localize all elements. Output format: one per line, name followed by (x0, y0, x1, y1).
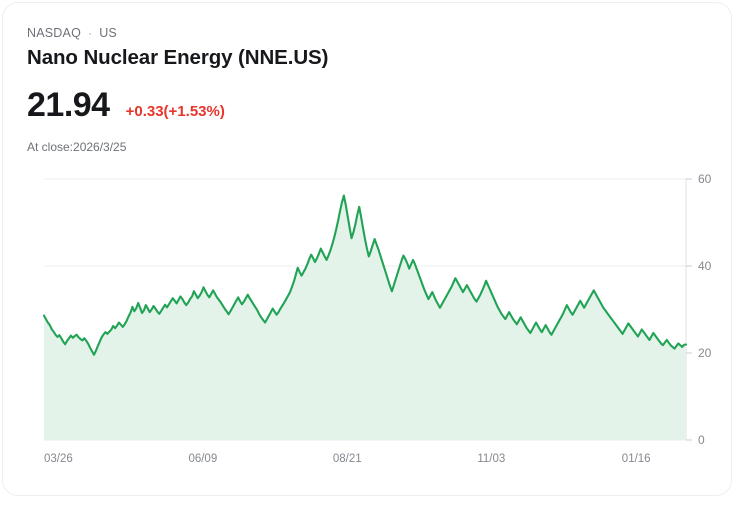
page-title: Nano Nuclear Energy (NNE.US) (27, 46, 329, 69)
y-axis-ticks (686, 178, 692, 441)
x-axis-tick-label: 06/09 (188, 453, 217, 465)
quote-header: NASDAQ · US Nano Nuclear Energy (NNE.US) (27, 25, 687, 71)
price-area-fill (44, 195, 686, 440)
region-label: US (99, 26, 117, 40)
y-axis-tick-label: 0 (698, 433, 705, 447)
x-axis-labels: 03/26 06/09 08/21 11/03 01/16 (44, 453, 651, 465)
y-axis-tick-label: 60 (698, 172, 712, 186)
x-axis-tick-label: 03/26 (44, 453, 73, 465)
price-line (42, 194, 688, 356)
price-value: 21.94 (27, 86, 110, 124)
price-change: +0.33(+1.53%) (125, 103, 225, 120)
y-axis-tick-label: 40 (698, 259, 712, 273)
x-axis-tick-label: 11/03 (477, 453, 505, 465)
price-chart[interactable]: 0 20 40 60 03/26 06/09 08/21 11/03 01/16 (3, 163, 733, 483)
separator-dot: · (88, 26, 93, 40)
exchange-name: NASDAQ (27, 26, 81, 40)
x-axis-tick-label: 01/16 (622, 453, 651, 465)
quote-card: NASDAQ · US Nano Nuclear Energy (NNE.US)… (2, 2, 732, 496)
market-status-note: At close:2026/3/25 (27, 140, 127, 154)
y-axis-tick-label: 20 (698, 346, 712, 360)
x-axis-tick-label: 08/21 (333, 453, 362, 465)
price-row: 21.94 +0.33(+1.53%) (27, 85, 225, 125)
price-chart-svg[interactable]: 0 20 40 60 03/26 06/09 08/21 11/03 01/16 (3, 163, 733, 483)
exchange-row: NASDAQ · US (27, 25, 687, 41)
y-axis-labels: 0 20 40 60 (698, 172, 712, 447)
